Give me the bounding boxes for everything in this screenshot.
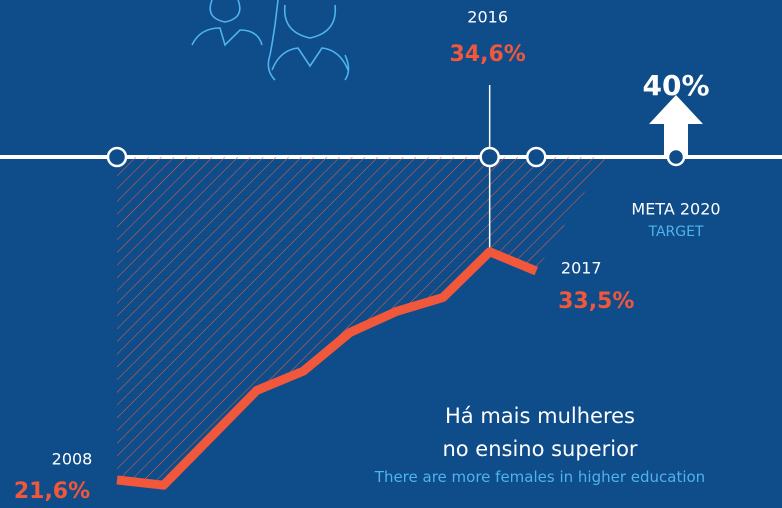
data-line	[116, 247, 538, 490]
year-label: 2017	[561, 259, 602, 278]
annotation: Há mais mulheres no ensino superior Ther…	[360, 400, 720, 485]
target-arrow	[649, 95, 703, 157]
year-marker	[479, 146, 500, 168]
target-marker	[666, 147, 686, 167]
annotation-title: Há mais mulheres	[445, 404, 635, 428]
target-label: 40%	[642, 69, 709, 102]
value-label: 33,5%	[558, 289, 634, 314]
value-label: 34,6%	[450, 42, 526, 67]
target-caption: META 2020	[631, 200, 720, 219]
year-marker	[106, 146, 128, 168]
year-label: 2016	[467, 8, 508, 27]
target-caption-en: TARGET	[647, 224, 703, 240]
year-marker	[526, 146, 547, 168]
year-label: 2008	[52, 449, 93, 468]
people-icon	[191, 0, 350, 81]
annotation-title: no ensino superior	[442, 437, 638, 461]
value-label: 21,6%	[14, 479, 90, 504]
annotation-translation: There are more females in higher educati…	[374, 468, 706, 486]
